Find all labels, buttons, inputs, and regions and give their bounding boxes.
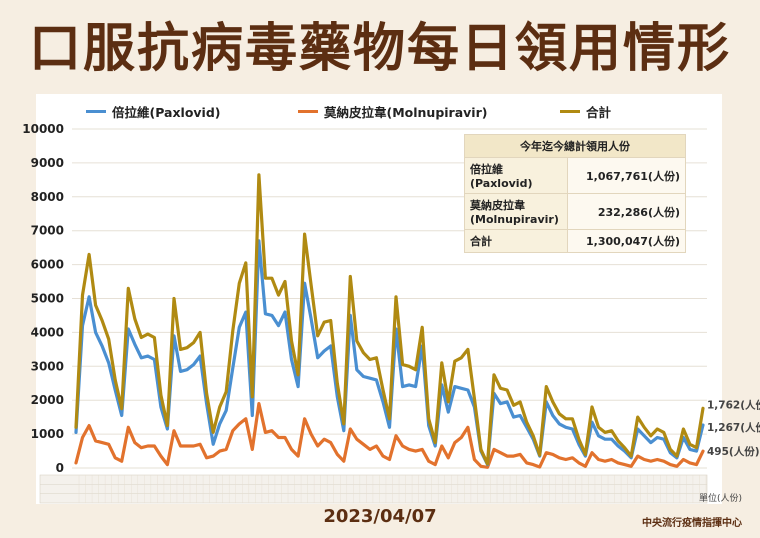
legend-item-total: 合計 [560,102,611,121]
page-title: 口服抗病毒藥物每日領用情形 [28,19,731,79]
y-tick-label: 0 [56,461,64,475]
legend-swatch-molnupiravir [298,110,318,113]
summary-label: 莫納皮拉韋(Molnupiravir) [464,193,568,230]
y-tick-label: 1000 [31,427,64,441]
legend-item-molnupiravir: 莫納皮拉韋(Molnupiravir) [298,102,487,121]
y-tick-label: 10000 [22,122,64,136]
data-table-strip [39,474,708,504]
legend-swatch-paxlovid [86,110,106,113]
legend-item-paxlovid: 倍拉維(Paxlovid) [86,102,221,121]
end-label-paxlovid: 1,267(人份) [707,421,760,434]
date-label: 2023/04/07 [323,506,437,527]
y-tick-label: 6000 [31,258,64,272]
y-tick-label: 7000 [31,224,64,238]
summary-header-row: 今年迄今總計領用人份 [464,134,686,158]
legend-swatch-total [560,110,580,113]
legend-label-molnupiravir: 莫納皮拉韋(Molnupiravir) [324,105,488,120]
series-line-paxlovid [74,239,705,467]
y-tick-label: 3000 [31,359,64,373]
series-line-total [74,173,705,466]
unit-label: 單位(人份) [698,494,742,504]
y-tick-label: 9000 [31,156,64,170]
end-label-total: 1,762(人份) [707,398,760,411]
y-tick-label: 2000 [31,393,64,407]
source-label: 中央流行疫情指揮中心 [642,518,742,529]
summary-row-total: 合計 1,300,047(人份) [464,229,686,253]
summary-table: 今年迄今總計領用人份 倍拉維(Paxlovid) 1,067,761(人份) 莫… [464,134,686,253]
summary-header: 今年迄今總計領用人份 [464,134,686,158]
chart-legend: 倍拉維(Paxlovid) 莫納皮拉韋(Molnupiravir) 合計 [0,102,760,122]
summary-value: 1,300,047(人份) [567,229,686,253]
summary-row-molnupiravir: 莫納皮拉韋(Molnupiravir) 232,286(人份) [464,193,686,230]
legend-label-total: 合計 [586,105,612,120]
summary-value: 232,286(人份) [567,193,686,230]
legend-label-paxlovid: 倍拉維(Paxlovid) [112,105,221,120]
end-label-molnupiravir: 495(人份) [707,445,760,458]
series-line-molnupiravir [74,402,705,469]
summary-value: 1,067,761(人份) [567,157,686,194]
summary-label: 合計 [464,229,568,253]
y-tick-label: 8000 [31,190,64,204]
summary-row-paxlovid: 倍拉維(Paxlovid) 1,067,761(人份) [464,157,686,194]
y-tick-label: 4000 [31,325,64,339]
y-tick-label: 5000 [31,292,64,306]
summary-label: 倍拉維(Paxlovid) [464,157,568,194]
